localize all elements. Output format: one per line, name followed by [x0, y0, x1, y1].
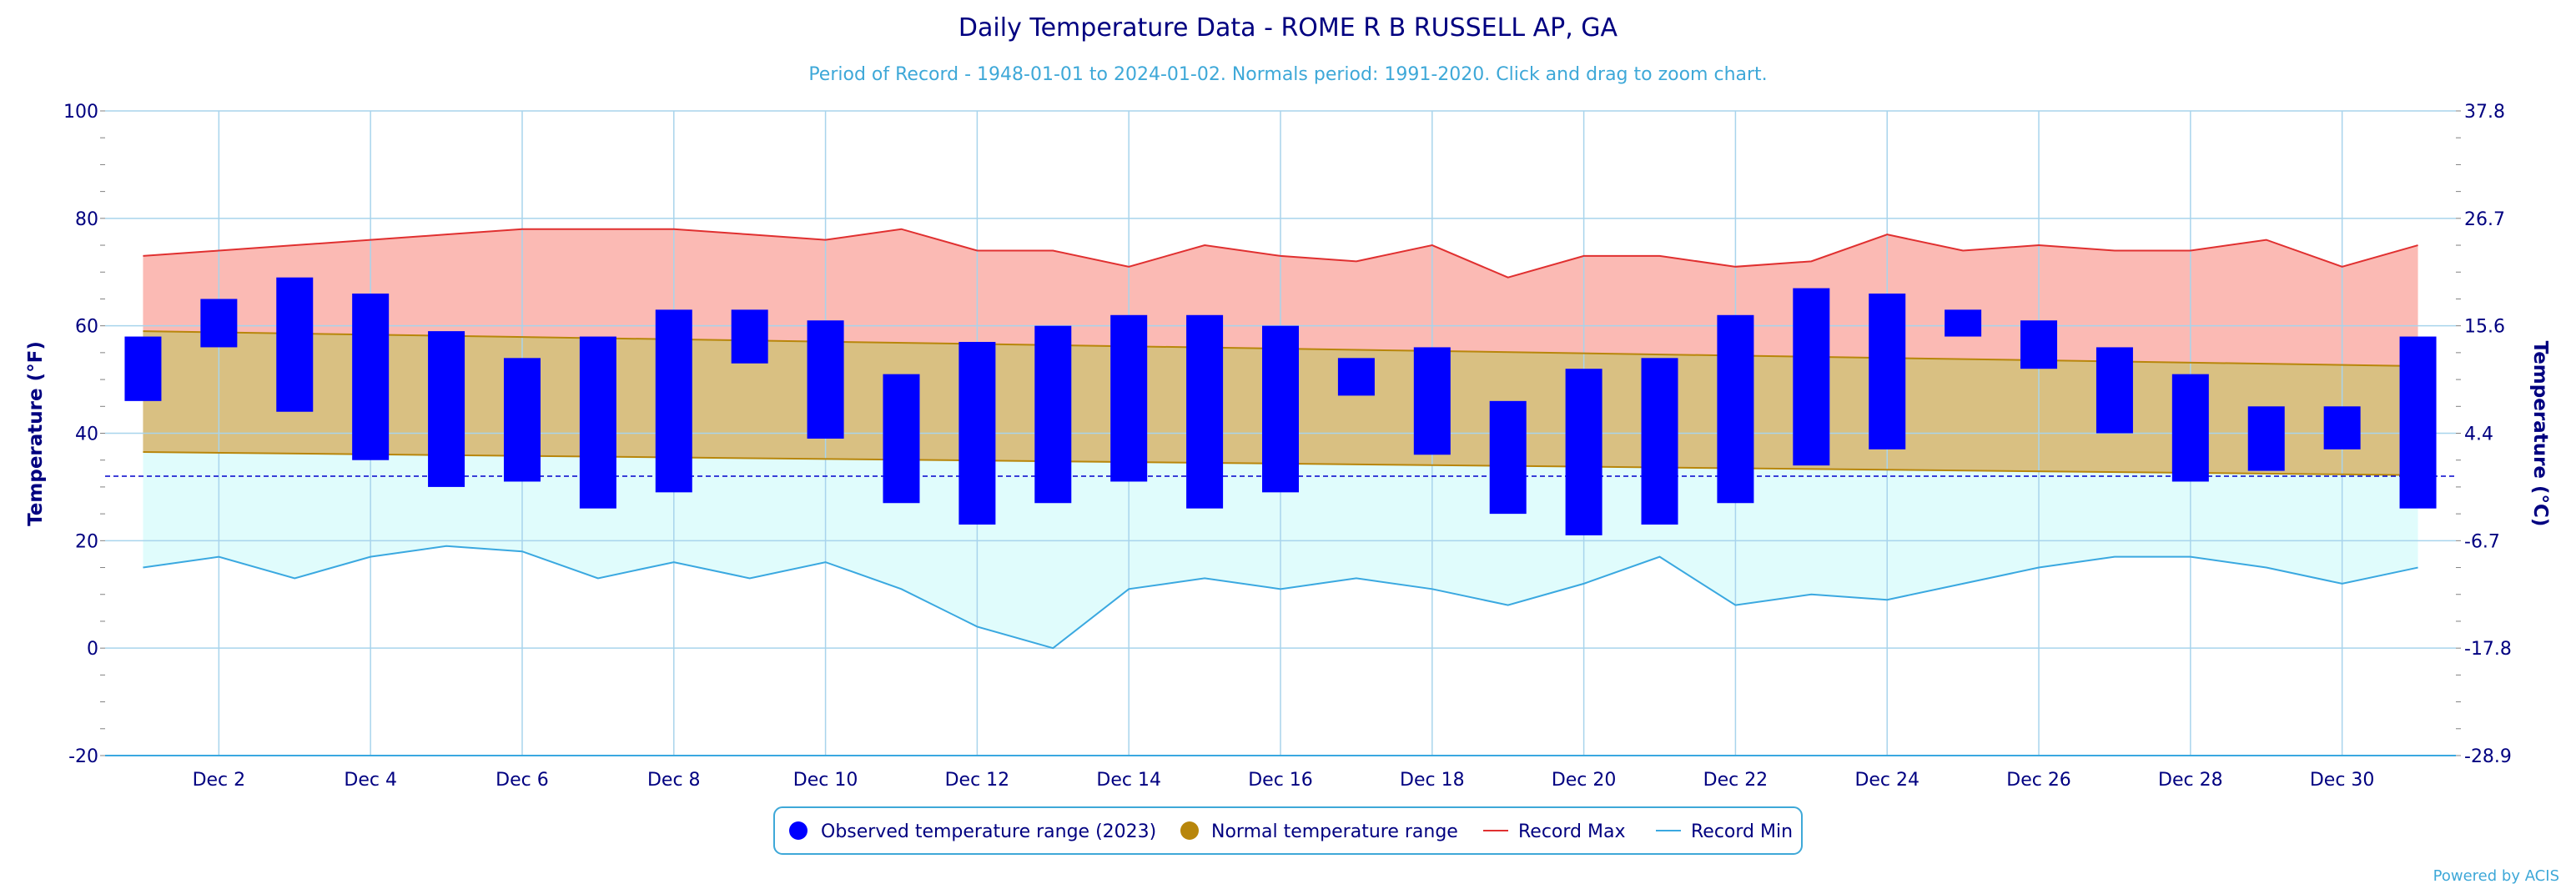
y-tick-label-right: -6.7: [2464, 531, 2500, 552]
observed-bar[interactable]: [2323, 406, 2361, 450]
credits-link[interactable]: Powered by ACIS: [2433, 867, 2559, 885]
observed-bar[interactable]: [2096, 347, 2133, 434]
observed-bar[interactable]: [807, 320, 844, 439]
y-tick-label-right: 26.7: [2464, 209, 2505, 230]
observed-bar[interactable]: [1110, 314, 1148, 482]
observed-bar[interactable]: [1869, 294, 1906, 450]
chart-subtitle: Period of Record - 1948-01-01 to 2024-01…: [808, 64, 1767, 85]
observed-bar[interactable]: [1262, 325, 1299, 493]
x-tick-label: Dec 14: [1096, 770, 1161, 791]
observed-bar[interactable]: [124, 336, 162, 401]
observed-bar[interactable]: [1717, 314, 1754, 504]
observed-bar[interactable]: [1489, 400, 1527, 515]
y-tick-label-right: 15.6: [2464, 317, 2505, 338]
y-tick-label-left: -20: [68, 746, 98, 767]
y-tick-label-left: 20: [75, 531, 98, 552]
observed-bar[interactable]: [731, 309, 768, 364]
observed-bar[interactable]: [1337, 358, 1375, 396]
x-tick-label: Dec 4: [344, 770, 397, 791]
x-tick-label: Dec 12: [945, 770, 1010, 791]
observed-bar[interactable]: [1641, 358, 1678, 525]
legend-normal-label[interactable]: Normal temperature range: [1211, 821, 1458, 842]
observed-bar[interactable]: [1793, 288, 1830, 466]
legend: Observed temperature range (2023) Normal…: [773, 806, 1803, 855]
observed-bar[interactable]: [958, 341, 996, 525]
observed-bar[interactable]: [1945, 309, 1982, 337]
x-tick-label: Dec 16: [1248, 770, 1313, 791]
y-axis-title-left: Temperature (°F): [25, 341, 47, 526]
y-axis-title-right: Temperature (°C): [2529, 341, 2551, 527]
legend-box: [773, 806, 1803, 855]
y-tick-label-right: -28.9: [2464, 746, 2512, 767]
observed-bar[interactable]: [352, 294, 390, 460]
legend-normal-symbol: [1180, 821, 1199, 840]
x-tick-label: Dec 22: [1703, 770, 1768, 791]
tick-labels: -20 0 20 40 60 80 100 -28.9 -17.8 -6.7 4.4 15.6 26.7…: [63, 102, 2512, 791]
observed-bar[interactable]: [655, 309, 692, 493]
observed-bar[interactable]: [503, 358, 541, 482]
y-tick-label-left: 40: [75, 424, 98, 445]
observed-bar[interactable]: [1413, 347, 1451, 455]
x-tick-label: Dec 8: [647, 770, 701, 791]
x-tick-label: Dec 2: [193, 770, 246, 791]
y-tick-label-left: 60: [75, 317, 98, 338]
legend-record-max-label[interactable]: Record Max: [1518, 821, 1626, 842]
record-max-line[interactable]: [143, 228, 2418, 279]
y-tick-label-left: 0: [87, 639, 98, 660]
y-tick-label-right: -17.8: [2464, 639, 2512, 660]
observed-bar[interactable]: [276, 277, 314, 412]
chart-title: Daily Temperature Data - ROME R B RUSSEL…: [958, 13, 1618, 43]
record-min-line[interactable]: [143, 545, 2418, 650]
observed-bar[interactable]: [2020, 320, 2058, 369]
legend-observed-symbol: [789, 821, 808, 840]
x-tick-label: Dec 20: [1552, 770, 1617, 791]
x-tick-label: Dec 6: [496, 770, 549, 791]
observed-bar[interactable]: [883, 374, 920, 504]
observed-bar[interactable]: [200, 299, 238, 348]
observed-bars[interactable]: [124, 277, 2437, 535]
observed-bar[interactable]: [1186, 314, 1224, 509]
legend-observed-label[interactable]: Observed temperature range (2023): [821, 821, 1156, 842]
observed-bar[interactable]: [1034, 325, 1072, 504]
x-tick-label: Dec 10: [793, 770, 858, 791]
x-tick-label: Dec 30: [2310, 770, 2375, 791]
observed-bar[interactable]: [2399, 336, 2437, 509]
x-tick-label: Dec 26: [2006, 770, 2071, 791]
legend-record-min-label[interactable]: Record Min: [1691, 821, 1793, 842]
observed-bar[interactable]: [428, 331, 465, 487]
y-tick-label-right: 4.4: [2464, 424, 2493, 445]
observed-bar[interactable]: [2247, 406, 2285, 471]
y-tick-label-left: 100: [63, 102, 98, 123]
observed-bar[interactable]: [579, 336, 616, 509]
axes: [100, 110, 2461, 756]
y-tick-label-right: 37.8: [2464, 102, 2505, 123]
observed-bar[interactable]: [2171, 374, 2209, 482]
x-tick-label: Dec 18: [1400, 770, 1465, 791]
observed-bar[interactable]: [1565, 369, 1602, 535]
x-tick-label: Dec 24: [1854, 770, 1919, 791]
y-tick-label-left: 80: [75, 209, 98, 230]
x-tick-label: Dec 28: [2158, 770, 2223, 791]
